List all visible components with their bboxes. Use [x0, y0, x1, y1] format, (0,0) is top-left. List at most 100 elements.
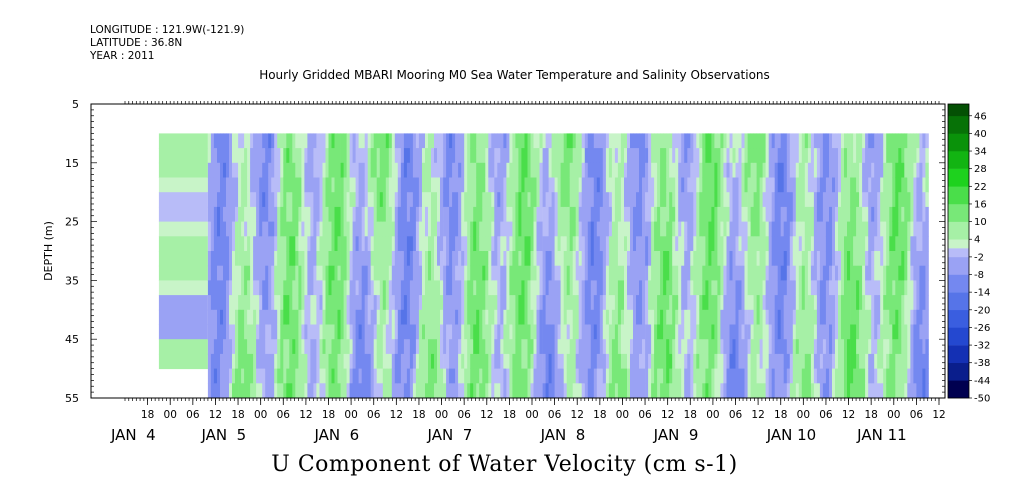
heatmap-cell [768, 133, 773, 149]
heatmap-cell [639, 221, 643, 237]
heatmap-cell [452, 148, 456, 164]
heatmap-cell [696, 162, 700, 178]
heatmap-cell [409, 339, 414, 355]
heatmap-cell [488, 206, 492, 222]
heatmap-cell [467, 309, 471, 325]
heatmap-cell [497, 133, 501, 149]
heatmap-cell [503, 192, 507, 208]
heatmap-cell [316, 236, 320, 252]
heatmap-cell [319, 251, 323, 267]
heatmap-cell [605, 236, 610, 252]
heatmap-cell [370, 353, 375, 369]
heatmap-cell [431, 265, 435, 281]
heatmap-cell [786, 221, 791, 237]
heatmap-cell [850, 383, 854, 398]
heatmap-cell [762, 236, 766, 252]
heatmap-cell [753, 295, 757, 311]
heatmap-cell [599, 206, 604, 222]
heatmap-cell [883, 206, 887, 222]
x-tick-label: 00 [887, 409, 900, 421]
heatmap-cell [901, 206, 905, 222]
heatmap-cell [654, 353, 658, 369]
heatmap-cell [334, 162, 338, 178]
heatmap-cell [298, 368, 302, 384]
heatmap-cell [810, 236, 815, 252]
heatmap-cell [352, 162, 356, 178]
heatmap-cell [259, 368, 263, 384]
heatmap-cell [464, 280, 468, 296]
heatmap-cell [916, 162, 920, 178]
heatmap-cell [346, 295, 350, 311]
heatmap-cell [723, 339, 727, 355]
heatmap-cell [611, 295, 616, 311]
heatmap-cell [560, 192, 564, 208]
heatmap-cell [584, 368, 589, 384]
heatmap-cell [832, 280, 836, 296]
heatmap-cell [895, 265, 899, 281]
heatmap-cell [681, 192, 685, 208]
heatmap-cell [723, 265, 727, 281]
heatmap-cell [678, 383, 682, 398]
heatmap-cell [617, 162, 622, 178]
heatmap-cell [533, 251, 537, 267]
heatmap-cell [434, 206, 438, 222]
heatmap-cell [819, 192, 824, 208]
heatmap-cell [313, 192, 317, 208]
heatmap-cell [853, 192, 857, 208]
heatmap-cell [916, 295, 920, 311]
heatmap-cell [684, 265, 688, 281]
heatmap-cell [807, 251, 812, 267]
heatmap-cell [524, 251, 528, 267]
heatmap-cell [548, 162, 552, 178]
heatmap-cell [636, 295, 640, 311]
heatmap-cell [551, 133, 555, 149]
heatmap-cell [241, 280, 245, 296]
colorbar-tick-label: 40 [974, 129, 987, 140]
heatmap-cell [672, 324, 676, 340]
heatmap-cell [922, 265, 926, 281]
heatmap-cell [220, 339, 224, 355]
heatmap-cell [819, 251, 824, 267]
heatmap-cell [678, 177, 682, 193]
heatmap-cell [732, 133, 736, 149]
heatmap-cell [554, 280, 558, 296]
heatmap-cell [599, 133, 604, 149]
heatmap-cell [271, 265, 275, 281]
heatmap-cell [657, 339, 661, 355]
heatmap-cell [654, 192, 658, 208]
heatmap-cell [391, 206, 396, 222]
heatmap-cell [789, 206, 794, 222]
heatmap-cell [738, 251, 742, 267]
heatmap-cell [789, 368, 794, 384]
heatmap-cell [412, 177, 417, 193]
heatmap-cell [250, 251, 254, 267]
heatmap-cell [503, 177, 507, 193]
heatmap-cell [599, 295, 604, 311]
heatmap-cell [816, 339, 821, 355]
heatmap-cell [406, 206, 411, 222]
heatmap-cell [500, 192, 504, 208]
heatmap-cell [804, 192, 809, 208]
heatmap-cell [614, 148, 619, 164]
colorbar-tick-label: 22 [974, 182, 987, 193]
heatmap-cell [530, 280, 534, 296]
heatmap-cell [816, 309, 821, 325]
heatmap-cell [518, 309, 522, 325]
heatmap-cell [530, 236, 534, 252]
heatmap-cell [313, 177, 317, 193]
heatmap-cell [376, 339, 381, 355]
heatmap-cell [786, 162, 791, 178]
heatmap-cell [913, 265, 917, 281]
heatmap-cell [853, 295, 857, 311]
heatmap-cell [223, 280, 227, 296]
heatmap-cell [217, 368, 221, 384]
heatmap-cell [397, 162, 402, 178]
heatmap-cell [639, 251, 643, 267]
heatmap-cell [298, 280, 302, 296]
heatmap-cell [506, 309, 510, 325]
heatmap-cell [789, 177, 794, 193]
heatmap-cell [853, 265, 857, 281]
heatmap-cell [648, 309, 652, 325]
heatmap-cell [500, 162, 504, 178]
heatmap-cell [699, 368, 703, 384]
